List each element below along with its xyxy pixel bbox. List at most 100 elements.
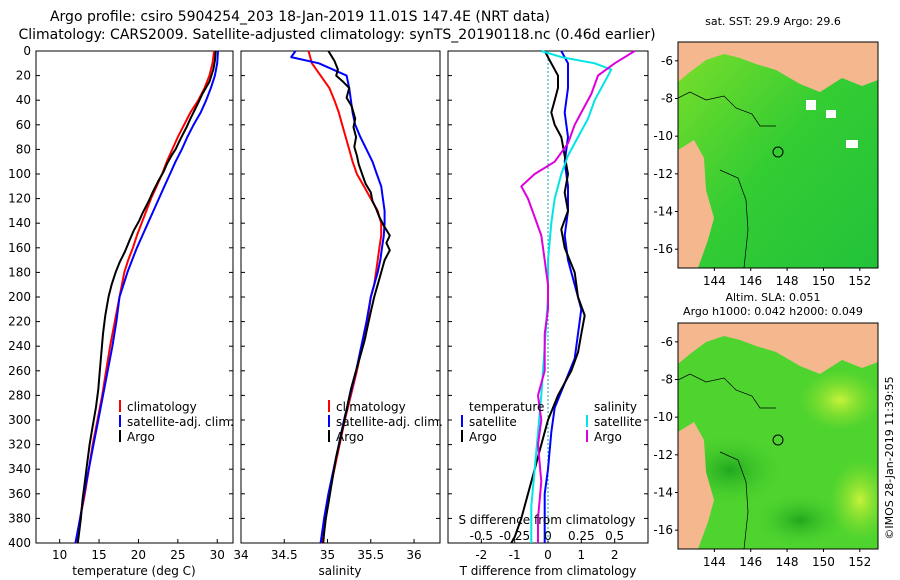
s-difference-axis-label: S difference from climatology — [459, 513, 636, 527]
map-lat-label: -12 — [653, 448, 673, 462]
sst-map-title: sat. SST: 29.9 Argo: 29.6 — [705, 15, 841, 28]
map-lon-label: 146 — [739, 555, 762, 569]
cloud-gap — [806, 100, 816, 110]
map-lat-label: -12 — [653, 167, 673, 181]
depth-tick-label: 260 — [8, 364, 31, 378]
depth-tick-label: 320 — [8, 438, 31, 452]
s-difference-tick-label: 0.5 — [605, 529, 624, 543]
depth-tick-label: 220 — [8, 315, 31, 329]
legend-climatology-label: climatology — [336, 400, 406, 414]
sla-map-frame — [677, 322, 879, 550]
depth-tick-label: 360 — [8, 487, 31, 501]
sla-low-region — [750, 490, 850, 549]
legend-satellite-label: satellite-adj. clim. — [127, 415, 234, 429]
x-tick-label: -2 — [475, 548, 487, 562]
depth-tick-label: 340 — [8, 462, 31, 476]
map-lat-label: -10 — [653, 129, 673, 143]
series-line-argo — [76, 50, 217, 544]
depth-tick-label: 120 — [8, 192, 31, 206]
depth-tick-label: 0 — [23, 44, 31, 58]
legend-t-satellite-label: satellite — [469, 415, 517, 429]
depth-tick-label: 280 — [8, 388, 31, 402]
depth-tick-label: 300 — [8, 413, 31, 427]
x-tick-label: 15 — [91, 548, 106, 562]
depth-tick-label: 80 — [16, 142, 31, 156]
coast-contour — [678, 91, 776, 127]
sst-map — [678, 42, 878, 268]
map-lon-label: 148 — [776, 274, 799, 288]
temperature-axis-label: temperature (deg C) — [72, 564, 195, 578]
map-lat-label: -10 — [653, 410, 673, 424]
argo-location-marker — [772, 146, 784, 158]
x-tick-label: 34.5 — [271, 548, 298, 562]
map-lon-label: 146 — [739, 274, 762, 288]
s-difference-tick-label: -0.5 — [470, 529, 493, 543]
legend-salinity-heading: salinity — [594, 400, 637, 414]
legend-climatology-label: climatology — [127, 400, 197, 414]
depth-tick-label: 180 — [8, 265, 31, 279]
depth-tick-label: 140 — [8, 216, 31, 230]
depth-tick-label: 200 — [8, 290, 31, 304]
series-line-s-satellite — [530, 50, 613, 543]
map-tick-labels: -6 -8 -10 -12 -14 -16 144 146 148 150 152 -6 -8 -10 -1… — [653, 54, 871, 569]
new-guinea-land — [678, 323, 878, 374]
x-tick-label: 10 — [52, 548, 67, 562]
s-difference-tick-label: -0.25 — [499, 529, 530, 543]
sla-high-region — [830, 460, 878, 540]
map-lat-label: -14 — [653, 205, 673, 219]
cape-york-land — [678, 140, 714, 268]
depth-tick-label: 240 — [8, 339, 31, 353]
series-line-s-argo — [520, 50, 636, 543]
sst-field — [678, 42, 878, 268]
x-tick-label: 20 — [131, 548, 146, 562]
sla-map — [678, 323, 878, 549]
depth-tick-label: 400 — [8, 536, 31, 550]
depth-contour — [719, 169, 749, 268]
map-lat-label: -6 — [661, 335, 673, 349]
map-lon-label: 148 — [776, 555, 799, 569]
x-tick-label: 2 — [611, 548, 619, 562]
salinity-legend: climatology satellite-adj. clim. Argo — [328, 400, 443, 444]
legend-argo-label: Argo — [127, 430, 155, 444]
map-lat-label: -14 — [653, 486, 673, 500]
legend-temperature-heading: temperature — [469, 400, 544, 414]
depth-tick-label: 60 — [16, 118, 31, 132]
series-line-t-satellite — [543, 50, 583, 543]
map-lon-label: 152 — [848, 274, 871, 288]
legend-s-argo-label: Argo — [594, 430, 622, 444]
cloud-gap — [846, 140, 858, 148]
t-difference-axis-label: T difference from climatology — [459, 564, 637, 578]
sla-map-title: Altim. SLA: 0.051 — [725, 291, 820, 304]
x-tick-label: 34 — [233, 548, 248, 562]
header-line-2: Climatology: CARS2009. Satellite-adjuste… — [18, 27, 655, 43]
depth-tick-label: 40 — [16, 93, 31, 107]
x-tick-label: 0 — [544, 548, 552, 562]
cape-york-land — [678, 422, 714, 549]
s-difference-tick-label: 0 — [544, 529, 552, 543]
difference-legend: temperature satellite Argo salinity sate… — [461, 400, 642, 444]
depth-tick-label: 20 — [16, 69, 31, 83]
cloud-gap — [826, 110, 836, 118]
series-line-t-argo — [510, 50, 586, 544]
salinity-plot: 34 34.5 35 35.5 36 — [233, 50, 440, 562]
series-line-argo — [322, 50, 391, 544]
map-lat-label: -16 — [653, 523, 673, 537]
s-difference-tick-label: 0.25 — [568, 529, 595, 543]
salinity-plot-frame — [240, 50, 441, 544]
x-tick-label: 1 — [578, 548, 586, 562]
difference-plot: -2 -1 0 1 2 — [448, 50, 648, 562]
map-lon-label: 150 — [812, 274, 835, 288]
temperature-plot-frame — [35, 50, 234, 544]
legend-argo-label: Argo — [336, 430, 364, 444]
s-difference-tick-labels: -0.5 -0.25 0 0.25 0.5 — [470, 529, 625, 543]
map-lat-label: -8 — [661, 92, 673, 106]
new-guinea-land — [678, 42, 878, 92]
map-lat-label: -8 — [661, 373, 673, 387]
x-tick-label: 30 — [210, 548, 225, 562]
imos-credit: ©IMOS 28-Jan-2019 11:39:55 — [883, 376, 896, 539]
temperature-legend: climatology satellite-adj. clim. Argo — [119, 400, 234, 444]
map-lon-label: 150 — [812, 555, 835, 569]
x-tick-label: 35 — [320, 548, 335, 562]
depth-tick-label: 380 — [8, 511, 31, 525]
